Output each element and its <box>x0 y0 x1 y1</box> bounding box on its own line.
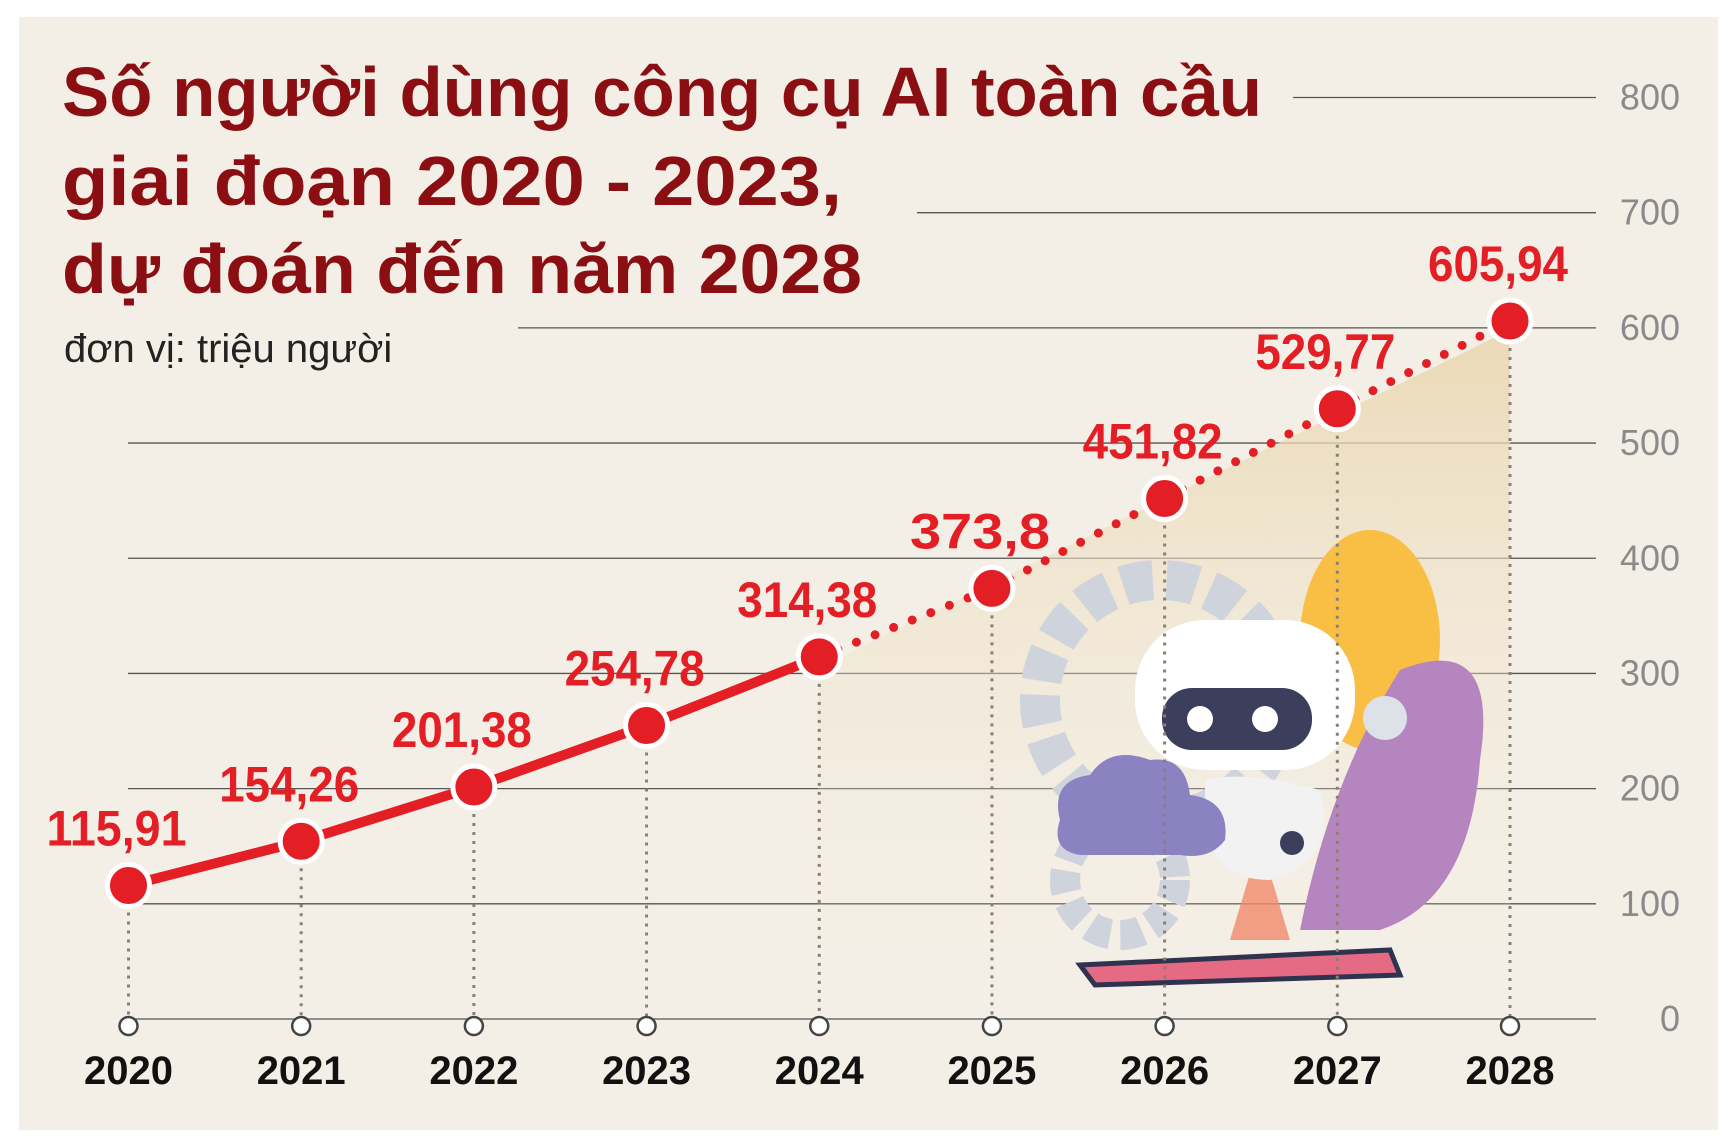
value-label: 451,82 <box>1083 414 1223 470</box>
robot-illustration <box>1020 530 1484 988</box>
x-tick-label: 2023 <box>602 1049 691 1093</box>
line-segment <box>1160 404 1342 504</box>
plot: 2020 2021 2022 2023 2024 2025 2026 2027 2028 115,… <box>47 236 1569 1093</box>
data-point <box>277 817 325 865</box>
x-tick-label: 2021 <box>257 1049 346 1093</box>
title-line: giai đoạn 2020 - 2023, <box>62 142 842 220</box>
x-tick-mark <box>118 1015 139 1037</box>
x-tick-mark <box>290 1015 312 1037</box>
value-label: 529,77 <box>1255 324 1395 380</box>
line-segment <box>1332 316 1515 414</box>
data-point <box>968 564 1016 612</box>
subtitle: đơn vị: triệu người <box>64 327 392 371</box>
y-tick-label: 700 <box>1620 192 1680 233</box>
x-tick-label: 2020 <box>84 1049 173 1093</box>
y-tick-label: 0 <box>1660 998 1680 1039</box>
y-tick-label: 300 <box>1620 652 1680 693</box>
data-point <box>795 633 843 681</box>
value-label: 314,38 <box>737 572 877 628</box>
y-tick-label: 400 <box>1620 537 1680 578</box>
title-line: dự đoán đến năm 2028 <box>62 230 862 308</box>
data-point <box>623 702 671 750</box>
value-label: 154,26 <box>219 756 359 812</box>
title-line: Số người dùng công cụ AI toàn cầu <box>62 53 1262 131</box>
y-tick-label: 600 <box>1620 307 1680 348</box>
line-segment <box>987 494 1170 593</box>
value-label: 201,38 <box>392 702 532 758</box>
x-tick-label: 2026 <box>1120 1049 1209 1093</box>
x-tick-mark <box>1499 1015 1521 1037</box>
x-tick-mark <box>636 1015 657 1037</box>
x-tick-label: 2022 <box>429 1049 518 1093</box>
x-tick-label: 2027 <box>1293 1049 1382 1093</box>
line-segment <box>123 836 307 891</box>
x-tick-label: 2028 <box>1466 1049 1555 1093</box>
value-label: 373,8 <box>910 503 1050 559</box>
x-tick-mark <box>1154 1015 1175 1037</box>
y-tick-label: 100 <box>1620 883 1680 924</box>
line-segment <box>296 782 479 847</box>
x-tick-mark <box>809 1015 830 1037</box>
value-label: 605,94 <box>1428 236 1568 292</box>
data-point <box>1486 297 1534 345</box>
value-label: 115,91 <box>47 800 187 856</box>
x-tick-mark <box>981 1015 1003 1037</box>
y-tick-label: 800 <box>1620 77 1680 118</box>
chart-title: Số người dùng công cụ AI toàn cầu giai đ… <box>62 53 1262 308</box>
y-tick-label: 200 <box>1620 768 1680 809</box>
x-tick-mark <box>1327 1015 1348 1037</box>
value-label: 254,78 <box>565 641 705 697</box>
y-tick-label: 500 <box>1620 422 1680 463</box>
line-segment <box>641 651 825 731</box>
line-segment <box>468 720 652 793</box>
x-tick-label: 2025 <box>947 1049 1036 1093</box>
data-point <box>450 763 498 811</box>
data-point <box>1141 475 1189 523</box>
data-point <box>1313 385 1361 433</box>
data-point <box>105 861 152 909</box>
x-tick-label: 2024 <box>775 1049 865 1093</box>
x-tick-mark <box>463 1015 485 1037</box>
